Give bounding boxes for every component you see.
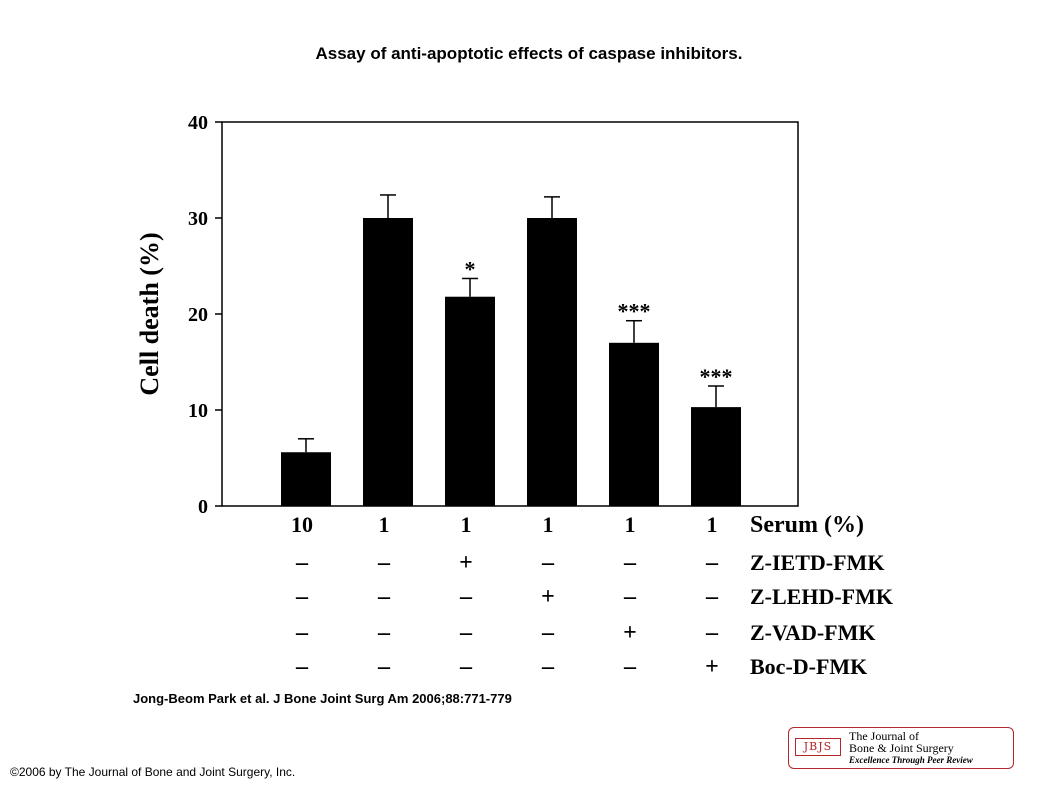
journal-logo-abbr: JBJS [795, 738, 841, 756]
condition-value: 1 [625, 512, 636, 537]
condition-value: – [623, 584, 637, 610]
condition-value: – [295, 584, 309, 610]
figure-title: Assay of anti-apoptotic effects of caspa… [315, 44, 743, 63]
condition-value: – [377, 550, 391, 576]
copyright: ©2006 by The Journal of Bone and Joint S… [10, 765, 296, 779]
condition-value: + [459, 550, 473, 576]
bar [609, 342, 659, 506]
condition-value: – [459, 584, 473, 610]
condition-value: 1 [379, 512, 390, 537]
journal-logo-tagline: Excellence Through Peer Review [849, 755, 973, 765]
condition-value: 10 [291, 512, 313, 537]
condition-value: – [295, 654, 309, 680]
condition-value: + [623, 620, 637, 646]
condition-value: – [541, 620, 555, 646]
significance-marker: * [465, 256, 476, 281]
condition-value: – [459, 654, 473, 680]
condition-value: – [541, 550, 555, 576]
y-tick-label: 0 [198, 496, 208, 518]
bar [363, 218, 413, 506]
y-tick-label: 10 [188, 400, 208, 422]
condition-value: + [541, 584, 555, 610]
condition-value: 1 [707, 512, 718, 537]
y-axis-label: Cell death (%) [135, 232, 164, 395]
condition-value: – [705, 620, 719, 646]
condition-value: 1 [543, 512, 554, 537]
journal-logo-line2: Bone & Joint Surgery [849, 741, 954, 755]
condition-label: Z-LEHD-FMK [750, 584, 893, 609]
condition-value: + [705, 654, 719, 680]
significance-marker: *** [700, 364, 733, 389]
bar [691, 407, 741, 506]
y-tick-label: 40 [188, 112, 208, 134]
condition-label: Z-VAD-FMK [750, 620, 875, 645]
journal-logo-text: The Journal of Bone & Joint Surgery Exce… [849, 730, 973, 766]
bar [445, 296, 495, 506]
journal-logo[interactable]: JBJS The Journal of Bone & Joint Surgery… [788, 727, 1014, 769]
condition-value: – [377, 654, 391, 680]
condition-label: Boc-D-FMK [750, 654, 867, 679]
significance-marker: *** [618, 299, 651, 324]
bar [281, 452, 331, 506]
condition-value: – [459, 620, 473, 646]
journal-logo-line1: The Journal of [849, 729, 919, 743]
condition-value: – [541, 654, 555, 680]
condition-label: Z-IETD-FMK [750, 550, 884, 575]
condition-value: – [705, 550, 719, 576]
y-tick-label: 30 [188, 208, 208, 230]
citation: Jong-Beom Park et al. J Bone Joint Surg … [133, 691, 512, 706]
y-tick-label: 20 [188, 304, 208, 326]
bar [527, 218, 577, 506]
condition-value: – [623, 550, 637, 576]
condition-value: – [295, 550, 309, 576]
condition-value: – [377, 620, 391, 646]
condition-label: Serum (%) [750, 512, 864, 538]
condition-value: 1 [461, 512, 472, 537]
condition-value: – [623, 654, 637, 680]
condition-value: – [295, 620, 309, 646]
condition-value: – [705, 584, 719, 610]
condition-value: – [377, 584, 391, 610]
